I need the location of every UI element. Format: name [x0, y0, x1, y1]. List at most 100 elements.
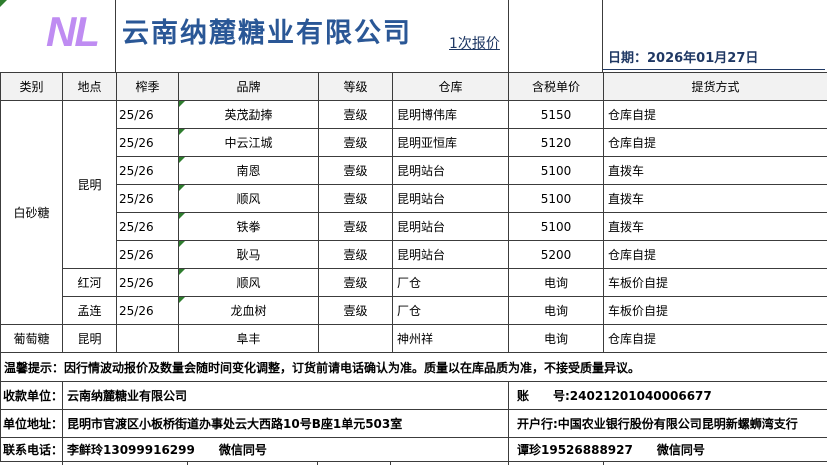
brand-text: 铁拳 — [236, 220, 261, 234]
cell-season: 25/26 — [116, 212, 179, 241]
footer-table: 温馨提示：因行情波动报价及数量会随时间变化调整，订货前请电话确认为准。质量以在库… — [0, 352, 827, 462]
cell-pickup: 仓库自提 — [603, 100, 827, 129]
cell-warehouse: 昆明站台 — [392, 156, 509, 185]
cell-season: 25/26 — [116, 296, 179, 325]
cell-flag-triangle — [179, 157, 185, 163]
cell-price: 电询 — [508, 268, 604, 297]
cell-season: 25/26 — [116, 268, 179, 297]
bank-branch: 开户行:中国农业银行股份有限公司昆明新螺蛳湾支行 — [507, 409, 827, 438]
table-row: 25/26 中云江城 壹级 昆明亚恒库 5120 仓库自提 — [1, 128, 827, 157]
cell-warehouse: 昆明站台 — [392, 240, 509, 269]
phone-row: 联系电话： 李鲜玲13099916299 微信同号 谭珍19526888927 … — [0, 437, 827, 462]
cell-grade: 壹级 — [318, 100, 393, 129]
address-row: 单位地址： 昆明市官渡区小板桥街道办事处云大西路10号B座1单元503室 开户行… — [0, 409, 827, 438]
company-logo: NL — [46, 8, 100, 55]
cell-warehouse: 昆明亚恒库 — [392, 128, 509, 157]
payee-row: 收款单位： 云南纳麓糖业有限公司 账 号:24021201040006677 — [0, 381, 827, 410]
payee-value: 云南纳麓糖业有限公司 — [62, 381, 509, 410]
cell-season: 25/26 — [116, 240, 179, 269]
table-row: 25/26 顺风 壹级 昆明站台 5100 直拨车 — [1, 184, 827, 213]
cell-season: 25/26 — [116, 184, 179, 213]
brand-text: 阜丰 — [236, 332, 261, 346]
table-row: 红河 25/26 顺风 壹级 厂仓 电询 车板价自提 — [1, 268, 827, 297]
cell-location: 红河 — [62, 268, 117, 297]
brand-text: 龙血树 — [230, 304, 267, 318]
cell-brand: 铁拳 — [178, 212, 319, 241]
phone-value: 李鲜玲13099916299 微信同号 — [62, 437, 509, 462]
cell-season: 25/26 — [116, 100, 179, 129]
account-number: 账 号:24021201040006677 — [507, 381, 827, 410]
cell-flag-triangle — [179, 213, 185, 219]
cell-pickup: 车板价自提 — [603, 268, 827, 297]
cell-pickup: 车板价自提 — [603, 296, 827, 325]
table-row: 白砂糖 昆明 25/26 英茂勐捧 壹级 昆明博伟库 5150 仓库自提 — [0, 100, 827, 325]
cell-price: 5150 — [508, 100, 604, 129]
quote-round-link[interactable]: 1次报价 — [449, 36, 500, 52]
col-header-price: 含税单价 — [508, 72, 604, 101]
cell-season: 25/26 — [116, 128, 179, 157]
cell-pickup: 直拨车 — [603, 156, 827, 185]
grid-tick — [508, 461, 509, 465]
col-header-brand: 品牌 — [178, 72, 319, 101]
notice-text: 温馨提示：因行情波动报价及数量会随时间变化调整，订货前请电话确认为准。质量以在库… — [0, 352, 827, 382]
cell-category: 葡萄糖 — [0, 324, 63, 353]
cell-grade: 壹级 — [318, 296, 393, 325]
report-date: 日期：2026年01月27日 — [603, 49, 825, 70]
grid-tick — [390, 461, 391, 465]
cell-warehouse: 昆明站台 — [392, 212, 509, 241]
table-row: 孟连 25/26 龙血树 壹级 厂仓 电询 车板价自提 — [1, 296, 827, 325]
brand-text: 耿马 — [236, 248, 261, 262]
cell-warehouse: 昆明站台 — [392, 184, 509, 213]
contact-phone-2: 谭珍19526888927 微信同号 — [507, 437, 827, 462]
address-label: 单位地址： — [0, 409, 63, 438]
col-header-category: 类别 — [0, 72, 63, 101]
cell-season — [116, 324, 179, 353]
cell-brand: 英茂勐捧 — [178, 100, 319, 129]
header-divider — [602, 0, 603, 72]
brand-text: 中云江城 — [224, 136, 273, 150]
cell-pickup: 仓库自提 — [603, 324, 827, 353]
cell-brand: 阜丰 — [178, 324, 319, 353]
col-header-pickup: 提货方式 — [603, 72, 827, 101]
cell-location: 孟连 — [62, 296, 117, 325]
cell-warehouse: 昆明博伟库 — [392, 100, 509, 129]
price-table: 类别 地点 榨季 品牌 等级 仓库 含税单价 提货方式 白砂糖 昆明 25/26… — [0, 72, 827, 353]
grid-tick — [603, 461, 604, 465]
cell-warehouse: 厂仓 — [392, 296, 509, 325]
col-header-location: 地点 — [62, 72, 117, 101]
cell-grade: 壹级 — [318, 184, 393, 213]
cell-pickup: 直拨车 — [603, 184, 827, 213]
cell-flag-triangle — [179, 129, 185, 135]
cell-brand: 龙血树 — [178, 296, 319, 325]
table-row: 25/26 南恩 壹级 昆明站台 5100 直拨车 — [1, 156, 827, 185]
cell-flag-triangle — [179, 185, 185, 191]
cell-grade: 壹级 — [318, 128, 393, 157]
sheet-corner-flag-triangle — [0, 0, 7, 7]
cell-pickup: 直拨车 — [603, 212, 827, 241]
cell-brand: 顺风 — [178, 184, 319, 213]
cell-warehouse: 神州祥 — [392, 324, 509, 353]
header-divider — [115, 0, 116, 72]
col-header-grade: 等级 — [318, 72, 393, 101]
col-header-season: 榨季 — [116, 72, 179, 101]
cell-price: 5200 — [508, 240, 604, 269]
cell-flag-triangle — [179, 297, 185, 303]
cell-grade: 壹级 — [318, 156, 393, 185]
cell-price: 5120 — [508, 128, 604, 157]
cell-price: 5100 — [508, 184, 604, 213]
table-row: 25/26 耿马 壹级 昆明站台 5200 仓库自提 — [1, 240, 827, 269]
header-divider — [508, 0, 509, 72]
company-title: 云南纳麓糖业有限公司 — [122, 18, 412, 48]
grid-tick — [317, 461, 318, 465]
cell-grade — [318, 324, 393, 353]
cell-location: 昆明 — [62, 100, 117, 269]
cell-brand: 耿马 — [178, 240, 319, 269]
cell-pickup: 仓库自提 — [603, 128, 827, 157]
brand-text: 顺风 — [236, 276, 261, 290]
cell-category: 白砂糖 — [0, 100, 63, 325]
cell-flag-triangle — [179, 241, 185, 247]
cell-price: 5100 — [508, 212, 604, 241]
cell-grade: 壹级 — [318, 212, 393, 241]
cell-flag-triangle — [179, 269, 185, 275]
